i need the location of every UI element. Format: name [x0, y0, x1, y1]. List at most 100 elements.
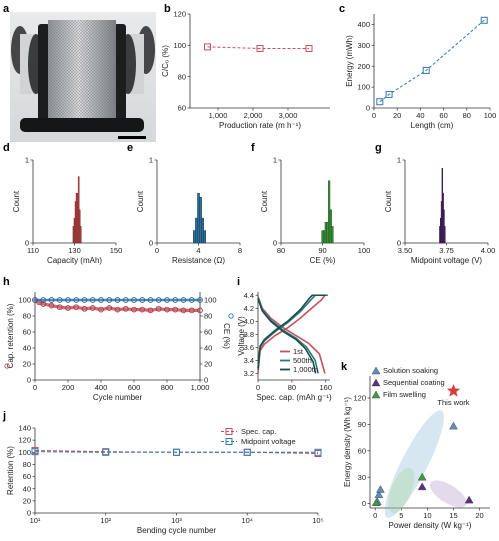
y-axis-label: Retention (%) — [6, 446, 15, 495]
ce-data-point — [197, 297, 203, 303]
ce-data-point — [81, 297, 88, 303]
y-tick-label: 4.0 — [244, 317, 254, 326]
y-tick-label: 60 — [358, 446, 366, 455]
data-point — [314, 448, 322, 456]
x-axis-label: Capacity (mAh) — [47, 256, 102, 265]
y-tick-label: 100 — [357, 83, 370, 92]
data-point — [31, 448, 39, 456]
panel-label-d: d — [3, 142, 10, 154]
legend-label: 1,000th — [293, 365, 318, 374]
retention-data-point — [172, 306, 179, 313]
chart-g: 3.50 3.75 4.00 0 1 Midpoint voltage (V) Count — [384, 156, 495, 265]
x-tick-label: 4.00 — [481, 246, 496, 255]
x-tick-label: 10¹ — [30, 516, 41, 525]
retention-legend-marker — [4, 363, 10, 369]
legend-marker — [371, 378, 381, 387]
y-axis-label: Count — [384, 190, 393, 212]
y-axis-label: Count — [136, 190, 145, 212]
retention-data-point — [65, 305, 71, 311]
ce-data-point — [65, 297, 71, 303]
chart-c: 0 20 40 60 80 100 0 100 200 300 400 Length (cm) Ener… — [345, 14, 496, 130]
x-tick-label: 8 — [238, 246, 242, 255]
retention-data-point — [122, 305, 129, 312]
y-tick-label: 1 — [149, 156, 153, 165]
y-tick-label: 0 — [273, 239, 277, 248]
solution-soaking-region — [384, 410, 444, 518]
legend-label: Spec. cap. — [241, 427, 276, 436]
x-tick-label: 10⁴ — [241, 516, 253, 525]
x-tick-label: 15 — [449, 511, 457, 520]
panel-label-e: e — [127, 142, 133, 154]
y-tick-label: 400 — [357, 20, 370, 29]
y-tick-label: 40 — [23, 344, 31, 353]
ce-data-point — [40, 297, 47, 303]
x-tick-label: 3.75 — [439, 246, 454, 255]
retention-data-point — [139, 306, 146, 313]
y-tick-label: 20 — [23, 360, 31, 369]
x-tick-label: 1,000 — [191, 383, 210, 392]
legend-marker — [371, 366, 381, 375]
x-axis-label: Bending cycle number — [137, 526, 216, 535]
ce-data-point — [139, 297, 146, 303]
data-point — [305, 44, 313, 52]
x-axis-label: Power density (W kg⁻¹) — [389, 521, 472, 530]
legend-label: Sequential coating — [383, 378, 445, 387]
y-tick-label: 3.8 — [244, 330, 254, 339]
chart-b: 1,000 2,000 3,000 60 80 100 120 Production rate… — [161, 10, 330, 130]
ce-data-point — [164, 297, 170, 303]
x-tick-label: 0 — [256, 383, 260, 392]
ce-data-point — [48, 297, 55, 303]
fiber-battery-spool-photo — [10, 12, 156, 142]
scale-bar — [118, 136, 146, 139]
discharge-curve-2 — [257, 297, 319, 374]
ce-data-point — [98, 297, 104, 303]
y-tick-label: 4.2 — [244, 304, 254, 313]
y2-axis-label: CE (%) — [222, 323, 231, 349]
retention-data-point — [89, 305, 96, 311]
y-axis-label: Voltage (V) — [237, 316, 246, 356]
ce-data-point — [114, 297, 121, 303]
y-axis-label: Energy (mWh) — [345, 35, 354, 87]
x-tick-label: 1,000 — [209, 111, 228, 120]
data-point — [371, 498, 381, 506]
x-tick-label: 5 — [399, 511, 403, 520]
histogram-bar — [199, 197, 202, 244]
y-tick-label: 90 — [358, 420, 366, 429]
y-tick-label: 1 — [397, 156, 401, 165]
ce-data-point — [89, 297, 96, 303]
x-tick-label: 10 — [423, 511, 431, 520]
data-point — [376, 485, 385, 493]
y-tick-label: 200 — [357, 62, 370, 71]
charge-curve-1 — [257, 294, 326, 374]
data-point — [422, 66, 430, 74]
retention-data-point — [197, 307, 203, 314]
ce-data-point — [180, 297, 187, 303]
y-tick-label: 40 — [23, 484, 31, 493]
histogram-bar — [444, 226, 446, 244]
retention-data-point — [48, 302, 55, 309]
ce-data-point — [188, 297, 195, 303]
retention-data-point — [40, 301, 47, 307]
y2-tick-label: 40 — [204, 344, 212, 353]
data-point — [464, 495, 474, 504]
x-axis-label: Midpoint voltage (V) — [411, 256, 482, 265]
histogram-bar — [197, 192, 200, 244]
y-tick-label: 3.2 — [244, 369, 254, 378]
retention-data-point — [131, 306, 137, 313]
x-tick-label: 10³ — [171, 516, 182, 525]
histogram-bar — [193, 230, 196, 244]
this-work-label: This work — [437, 398, 469, 407]
x-axis-label: Length (cm) — [411, 121, 454, 130]
data-point — [102, 448, 110, 456]
series-line — [379, 19, 485, 103]
y-axis-label: Energy density (Wh kg⁻¹) — [343, 397, 352, 487]
histogram-bar — [331, 226, 334, 244]
data-point — [449, 421, 458, 430]
x-axis-label: Production rate (m h⁻¹) — [219, 121, 301, 130]
x-tick-label: 800 — [161, 383, 174, 392]
data-point — [256, 44, 264, 52]
x-tick-label: 0 — [373, 511, 377, 520]
ce-data-point — [56, 297, 63, 303]
spool-flange-right — [114, 24, 126, 124]
